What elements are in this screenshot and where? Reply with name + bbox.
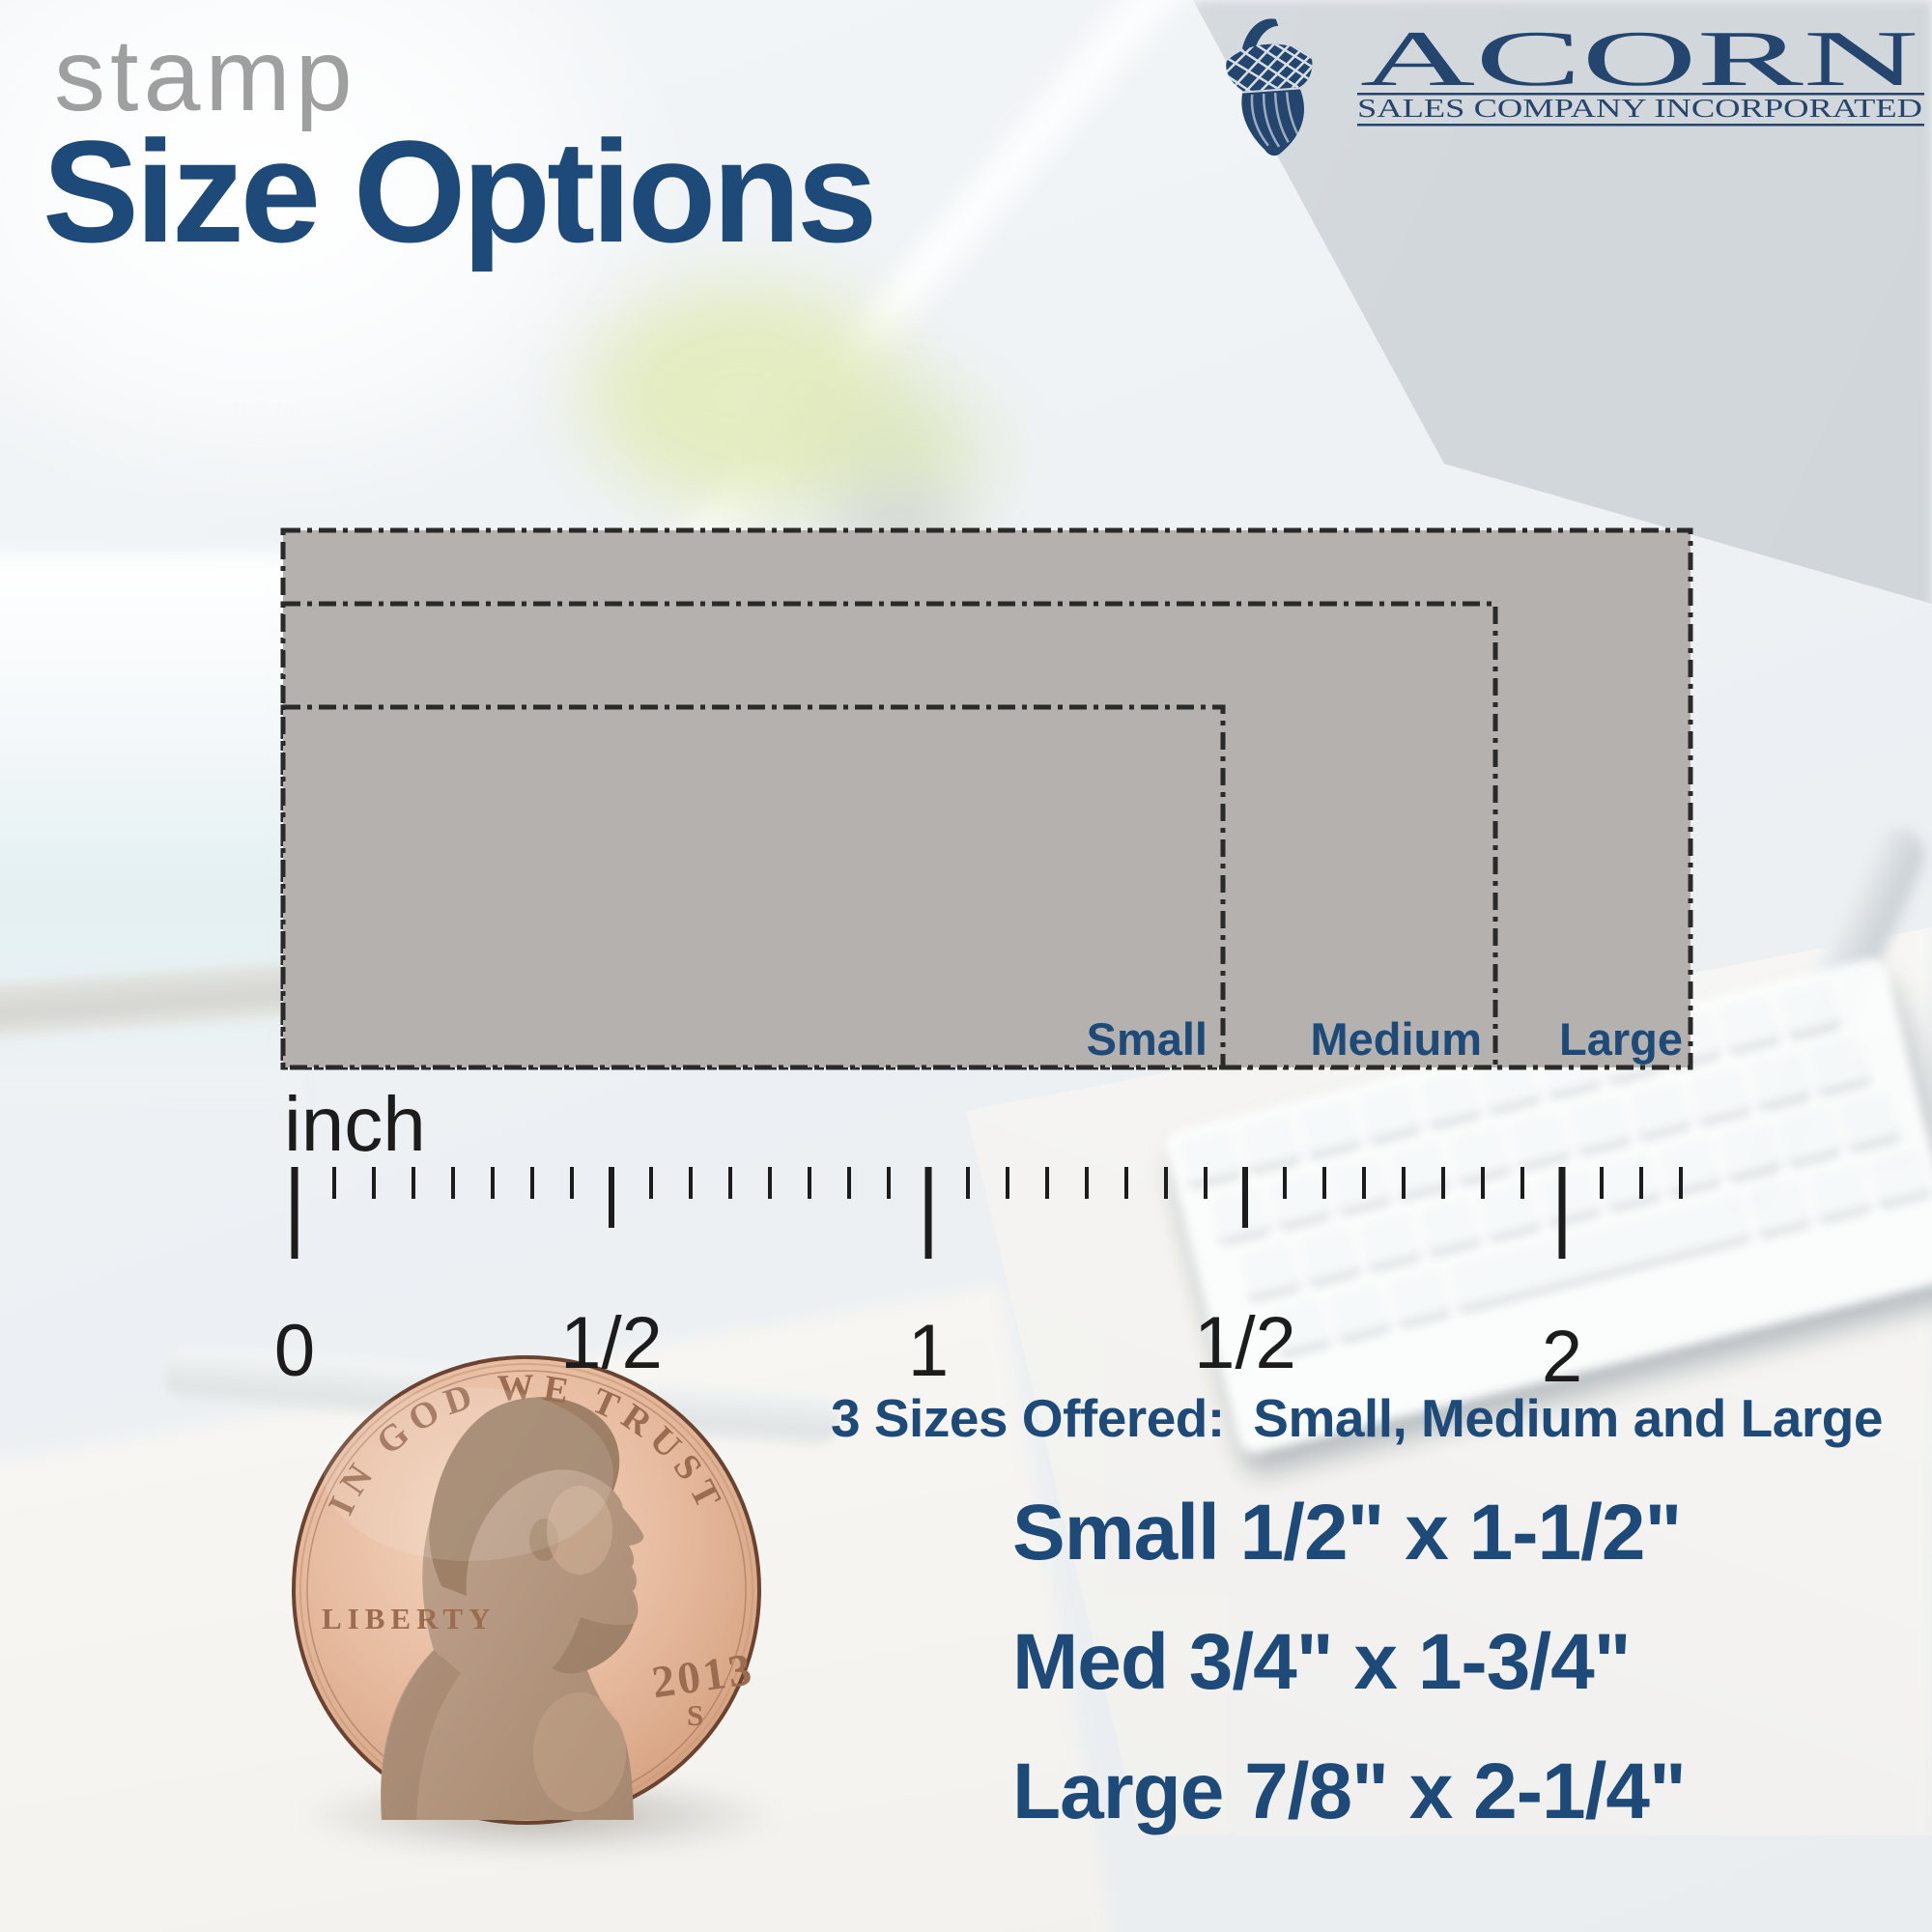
acorn-icon — [1224, 18, 1315, 156]
eyebrow-title: stamp — [54, 18, 357, 132]
spec-line-small: Small 1/2" x 1-1/2" — [1012, 1489, 1682, 1577]
size-label-large: Large — [1559, 1013, 1683, 1065]
spec-line-large: Large 7/8" x 2-1/4" — [1012, 1747, 1687, 1835]
size-rect-small — [280, 704, 1226, 1070]
ruler-ticks — [291, 1167, 1683, 1259]
logo-rule-top — [1357, 93, 1924, 96]
ruler-number-2: 2 — [1542, 1316, 1582, 1398]
ruler-number-half-1: 1/2 — [560, 1302, 663, 1384]
penny-liberty: LIBERTY — [322, 1602, 496, 1635]
penny-mint-mark: S — [687, 1698, 703, 1732]
penny-coin: IN GOD WE TRUST LIBERTY 2013 S — [292, 1355, 761, 1825]
ruler-number-half-2: 1/2 — [1194, 1302, 1296, 1384]
offer-heading: 3 Sizes Offered: Small, Medium and Large — [831, 1388, 1883, 1448]
page-title: Size Options — [43, 110, 877, 272]
ruler-unit-label: inch — [284, 1081, 426, 1167]
ruler-number-1: 1 — [908, 1310, 949, 1392]
size-comparison-diagram: Small Medium Large — [280, 527, 1693, 1070]
ruler-number-0: 0 — [274, 1310, 315, 1392]
acorn-logo: ACORN SALES COMPANY INCORPORATED — [1224, 14, 1924, 156]
lincoln-bust — [381, 1397, 644, 1820]
inch-ruler: inch 0 1/2 1 1/2 2 — [274, 1081, 1683, 1398]
size-label-medium: Medium — [1310, 1013, 1482, 1065]
size-label-small: Small — [1087, 1013, 1208, 1065]
logo-rule-bottom — [1357, 124, 1924, 127]
ruler-numbers: 0 1/2 1 1/2 2 — [274, 1302, 1582, 1398]
spec-line-medium: Med 3/4" x 1-3/4" — [1012, 1618, 1632, 1706]
logo-brand-text: ACORN — [1360, 14, 1918, 102]
logo-tagline-text: SALES COMPANY INCORPORATED — [1357, 94, 1922, 123]
